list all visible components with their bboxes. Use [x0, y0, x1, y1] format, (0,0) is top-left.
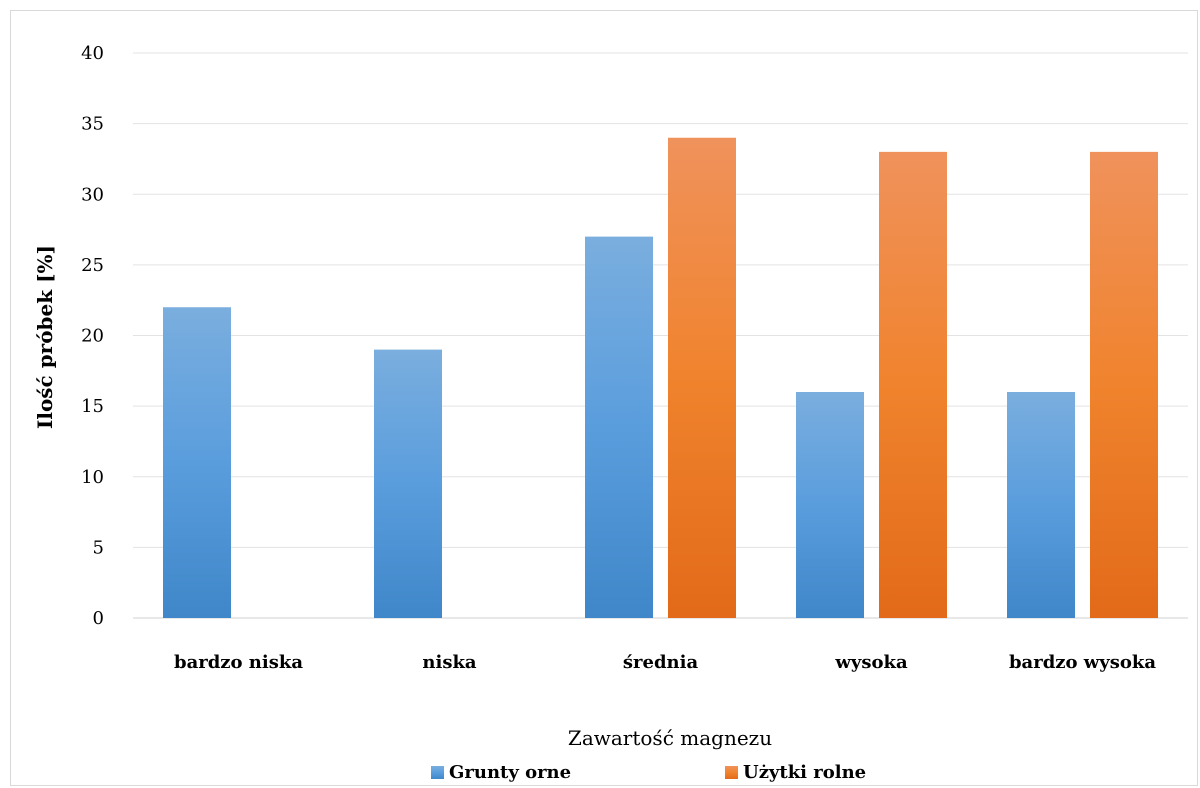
- bar-grunty-orne-0: [163, 307, 231, 618]
- x-category-label: bardzo niska: [174, 652, 303, 673]
- y-tick-label: 0: [93, 608, 104, 629]
- y-tick-label: 30: [81, 184, 104, 205]
- bar-uzytki-rolne-3: [879, 151, 947, 618]
- x-axis-title: Zawartość magnezu: [568, 726, 772, 750]
- bar-grunty-orne-4: [1007, 392, 1075, 618]
- bar-grunty-orne-2: [585, 236, 653, 618]
- y-axis-ticks: 0 5 10 15 20 25 30 35 40: [81, 43, 104, 629]
- x-category-label: niska: [422, 652, 477, 673]
- y-tick-label: 20: [81, 326, 104, 347]
- y-axis-title: Ilość próbek [%]: [33, 245, 57, 429]
- bar-grunty-orne-1: [374, 349, 442, 618]
- bar-uzytki-rolne-4: [1090, 151, 1158, 618]
- y-tick-label: 15: [81, 396, 104, 417]
- y-tick-label: 10: [81, 467, 104, 488]
- y-tick-label: 40: [81, 43, 104, 64]
- bars: [163, 137, 1158, 618]
- legend-label-uzytki-rolne: Użytki rolne: [743, 762, 866, 783]
- legend: Grunty orne Użytki rolne: [431, 762, 866, 783]
- x-category-label: bardzo wysoka: [1009, 652, 1156, 673]
- legend-label-grunty-orne: Grunty orne: [449, 762, 571, 783]
- legend-swatch-uzytki-rolne: [725, 766, 738, 779]
- x-category-label: średnia: [623, 652, 699, 673]
- y-tick-label: 25: [81, 255, 104, 276]
- x-category-label: wysoka: [834, 652, 908, 673]
- legend-swatch-grunty-orne: [431, 766, 444, 779]
- bar-uzytki-rolne-2: [668, 137, 736, 618]
- bar-grunty-orne-3: [796, 392, 864, 618]
- y-tick-label: 35: [81, 114, 104, 135]
- x-axis-categories: bardzo niska niska średnia wysoka bardzo wys…: [174, 652, 1156, 673]
- y-tick-label: 5: [93, 537, 104, 558]
